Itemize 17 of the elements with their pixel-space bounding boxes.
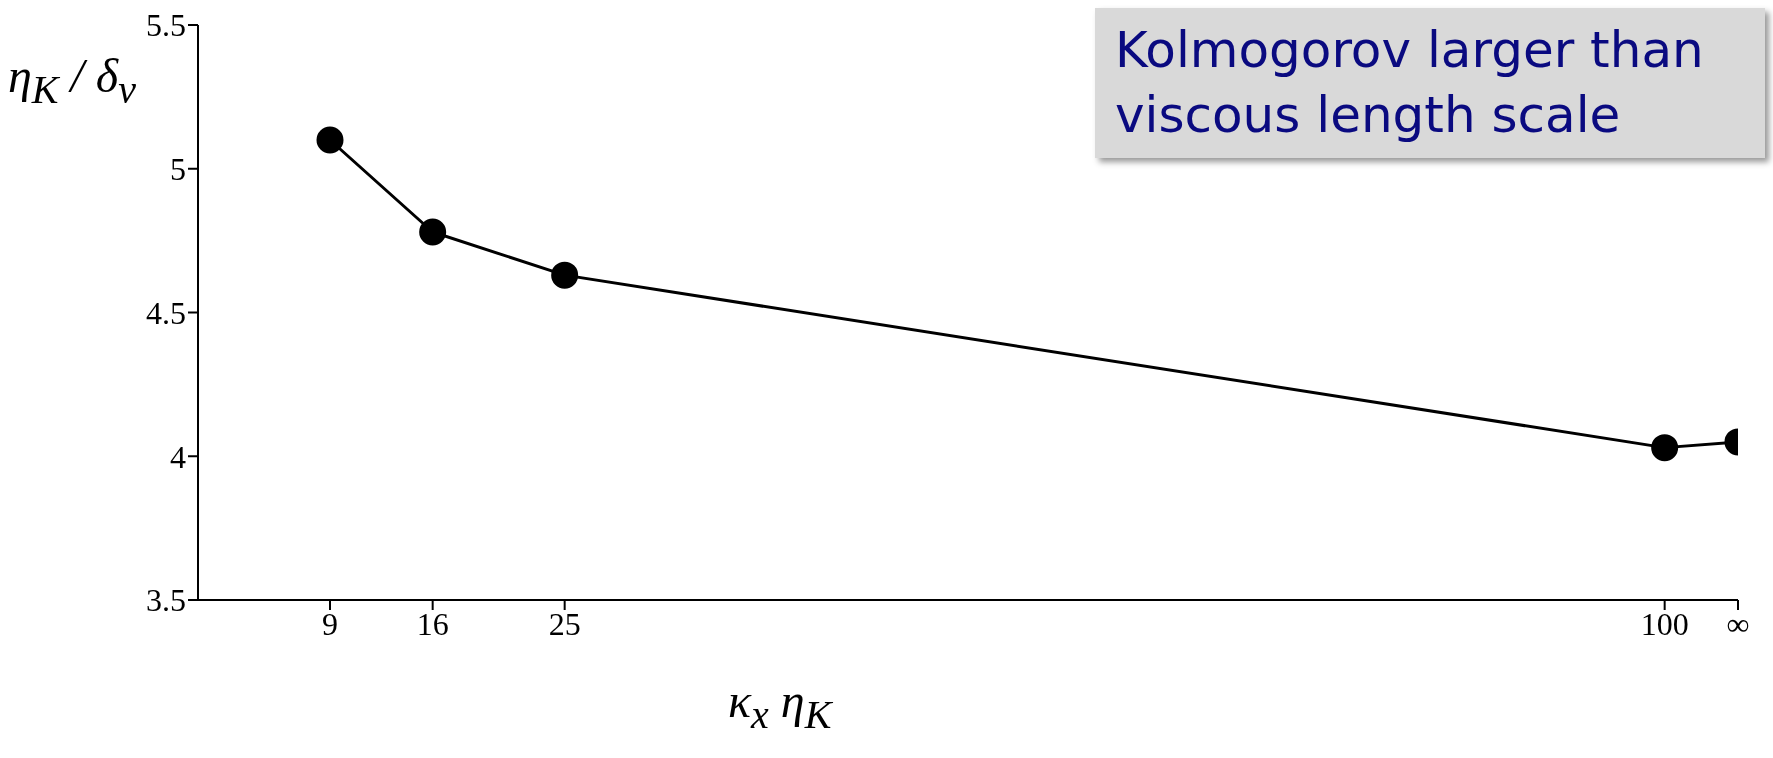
point xyxy=(551,261,579,289)
y-tick-label: 4 xyxy=(170,438,186,475)
y-tick-label: 4.5 xyxy=(146,294,186,331)
y-axis-title: η$_{K}$ / δ$_{v}$ xyxy=(8,48,136,113)
point xyxy=(316,126,344,154)
x-tick-label: 25 xyxy=(548,605,581,642)
annotation: Kolmogorov larger than viscous length scale xyxy=(1095,8,1765,158)
y-tick-label: 5.5 xyxy=(146,7,186,44)
point xyxy=(419,218,447,246)
y-tick-label: 5 xyxy=(170,151,186,188)
point xyxy=(1651,434,1679,462)
x-tick-label: 9 xyxy=(322,605,338,642)
x-tick-label: 100 xyxy=(1640,605,1689,642)
y-tick-label: 3.5 xyxy=(146,582,186,619)
x-tick-label: 16 xyxy=(416,605,449,642)
x-tick-label: ∞ xyxy=(1726,605,1750,642)
x-axis-title: κ$_{x}$ η$_{K}$ xyxy=(728,673,832,738)
